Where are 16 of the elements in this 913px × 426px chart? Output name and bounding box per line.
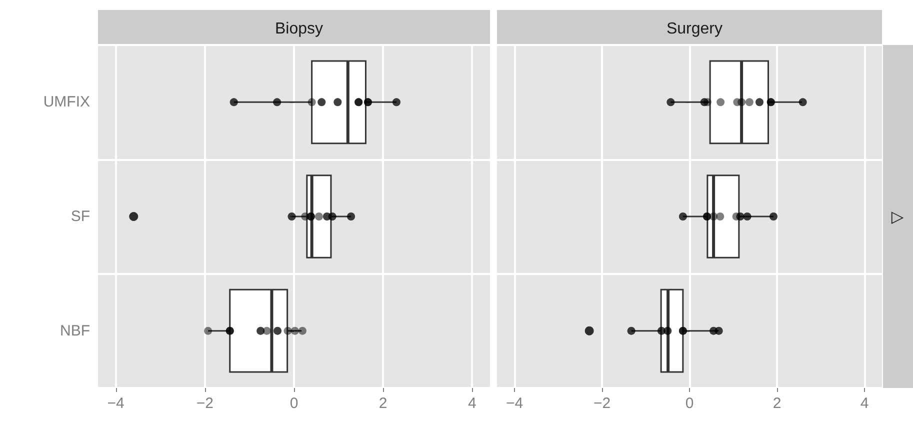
y-tick-label: NBF <box>60 322 90 340</box>
chart-title: Surgery <box>666 20 723 38</box>
x-tick-label: −4 <box>506 395 524 412</box>
x-tick-label: 0 <box>290 395 298 412</box>
x-tick-label: 2 <box>772 395 782 412</box>
x-tick-label: 2 <box>378 395 388 412</box>
x-tick-label: 4 <box>860 395 869 412</box>
x-tick-label: −2 <box>593 395 611 412</box>
y-tick-label: SF <box>70 208 90 225</box>
x-tick-label: −2 <box>196 395 214 412</box>
chart-title: Biopsy <box>274 20 324 38</box>
y-tick-label: UMFIX <box>43 94 90 111</box>
x-tick-label: −4 <box>107 395 124 412</box>
x-tick-label: 0 <box>685 395 694 412</box>
x-tick-label: 4 <box>468 395 476 412</box>
text: ▷ <box>891 207 904 226</box>
